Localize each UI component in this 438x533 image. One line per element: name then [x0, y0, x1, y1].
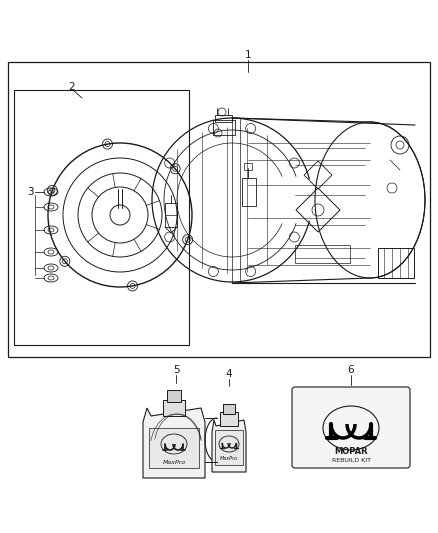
Text: 2: 2 — [69, 82, 75, 92]
Polygon shape — [212, 420, 246, 472]
Bar — [165, 203, 177, 227]
Bar — [213, 120, 235, 135]
Bar — [167, 390, 181, 402]
Bar — [14, 90, 189, 345]
Bar — [8, 62, 430, 357]
Text: REBUILD KIT: REBUILD KIT — [332, 458, 371, 464]
Polygon shape — [143, 408, 205, 478]
Text: MaxPro: MaxPro — [162, 459, 186, 464]
Bar — [295, 245, 350, 263]
FancyBboxPatch shape — [292, 387, 410, 468]
Text: 1: 1 — [245, 50, 251, 60]
Bar — [163, 400, 185, 416]
Bar — [242, 178, 256, 206]
Text: 6: 6 — [348, 365, 354, 375]
Bar — [378, 248, 414, 278]
Text: MaxPro: MaxPro — [220, 456, 238, 461]
Text: 4: 4 — [226, 369, 232, 379]
Bar — [220, 412, 238, 426]
Bar — [223, 404, 235, 414]
Text: 3: 3 — [27, 187, 33, 197]
Bar — [215, 115, 232, 122]
Bar — [215, 430, 243, 465]
Bar — [244, 163, 252, 170]
Text: 5: 5 — [173, 365, 179, 375]
Text: MOPAR: MOPAR — [334, 448, 368, 456]
Bar — [149, 428, 199, 468]
